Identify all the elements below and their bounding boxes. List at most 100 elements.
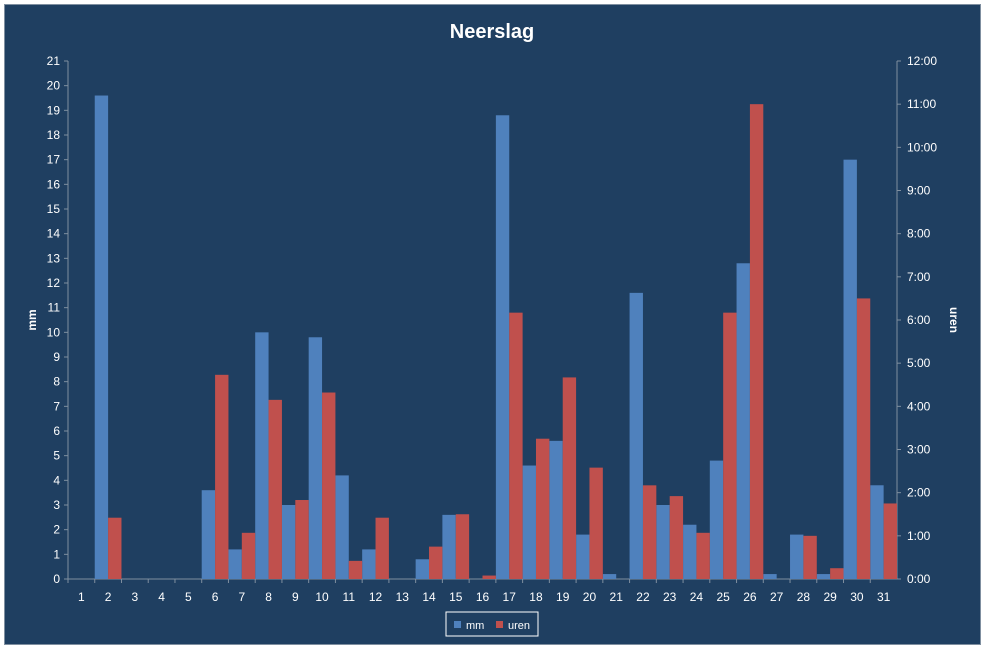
bar-mm-23 [656,505,670,579]
x-tick-label: 2 [105,590,112,604]
bar-uren-20 [589,467,603,579]
x-tick-label: 16 [476,590,490,604]
bar-mm-29 [816,574,831,579]
y-tick-label: 5 [53,449,60,463]
x-tick-label: 24 [690,590,704,604]
legend: mm uren [445,611,539,637]
x-tick-label: 21 [610,590,624,604]
x-tick-label: 31 [877,590,891,604]
bar-mm-14 [415,559,430,579]
legend-label-uren: uren [508,620,530,632]
bar-mm-24 [683,524,697,579]
bar-uren-26 [749,104,764,580]
bar-mm-8 [255,332,269,579]
bar-uren-14 [429,546,443,579]
y2-tick-label: 5:00 [907,356,931,370]
bar-uren-9 [295,500,309,579]
bar-uren-31 [883,503,897,579]
x-tick-label: 25 [716,590,730,604]
y2-tick-label: 1:00 [907,529,931,543]
bar-uren-16 [482,575,496,579]
x-tick-label: 13 [396,590,410,604]
bar-mm-28 [790,534,804,579]
y-tick-label: 18 [47,128,61,142]
x-tick-label: 23 [663,590,677,604]
bar-mm-18 [522,465,536,579]
bar-uren-29 [830,568,844,579]
x-tick-label: 18 [529,590,543,604]
legend-box [445,611,539,637]
bar-uren-22 [642,485,657,579]
x-tick-label: 9 [292,590,299,604]
y-tick-label: 9 [53,350,60,364]
y-tick-label: 11 [48,301,61,315]
x-tick-label: 22 [636,590,650,604]
bar-uren-24 [696,532,710,579]
x-tick-label: 26 [743,590,757,604]
y-tick-label: 1 [53,547,60,561]
bar-mm-6 [201,490,216,579]
bar-uren-11 [348,560,363,579]
x-tick-label: 27 [770,590,784,604]
y-tick-label: 10 [47,325,61,339]
y2-tick-label: 4:00 [907,399,931,413]
chart-title: Neerslag [450,21,535,43]
y2-tick-label: 11:00 [907,97,936,111]
bar-mm-9 [281,505,296,579]
x-tick-label: 30 [850,590,864,604]
x-tick-label: 5 [185,590,192,604]
bar-uren-12 [375,517,389,579]
y2-axis-title: uren [947,307,961,333]
bar-mm-19 [549,440,563,579]
bar-uren-30 [856,298,871,579]
y-tick-label: 19 [47,103,61,117]
y-tick-label: 7 [53,399,60,413]
x-tick-label: 8 [265,590,272,604]
y-axis-title: mm [25,309,39,330]
x-tick-label: 15 [449,590,463,604]
y-tick-label: 3 [53,498,60,512]
y2-tick-label: 6:00 [907,313,931,327]
y2-tick-label: 12:00 [907,54,937,68]
bar-mm-17 [495,115,510,580]
bar-uren-28 [803,535,817,579]
y2-tick-label: 2:00 [907,486,931,500]
legend-swatch-uren [496,621,503,628]
axes [64,60,901,583]
bar-mm-25 [709,460,724,579]
legend-swatch-mm [454,621,461,628]
bar-mm-12 [362,549,376,579]
bar-uren-23 [669,496,684,579]
x-tick-label: 6 [212,590,219,604]
x-tick-label: 29 [823,590,837,604]
bar-mm-31 [870,485,884,579]
bar-mm-10 [308,337,323,579]
y-tick-label: 4 [53,473,60,487]
x-tick-label: 4 [158,590,165,604]
y-tick-label: 2 [53,523,60,537]
bar-mm-27 [763,574,777,579]
bar-uren-17 [509,312,523,579]
bar-mm-15 [442,514,456,579]
bar-uren-7 [241,532,256,579]
y-tick-label: 17 [47,153,61,167]
bar-mm-26 [736,263,750,579]
bar-mm-7 [228,549,242,579]
x-tick-label: 3 [132,590,139,604]
y2-tick-label: 3:00 [907,443,931,457]
bar-uren-25 [723,312,737,579]
bar-uren-8 [268,399,282,579]
x-tick-label: 17 [503,590,517,604]
bar-mm-2 [94,95,109,580]
bar-uren-2 [108,517,122,579]
y2-tick-label: 9:00 [907,184,931,198]
x-tick-label: 12 [369,590,383,604]
bars [94,95,897,580]
y-tick-label: 8 [53,375,60,389]
x-tick-label: 14 [422,590,436,604]
bar-mm-22 [629,292,643,579]
x-tick-label: 28 [797,590,811,604]
y2-tick-label: 8:00 [907,227,931,241]
bar-uren-10 [322,392,336,579]
